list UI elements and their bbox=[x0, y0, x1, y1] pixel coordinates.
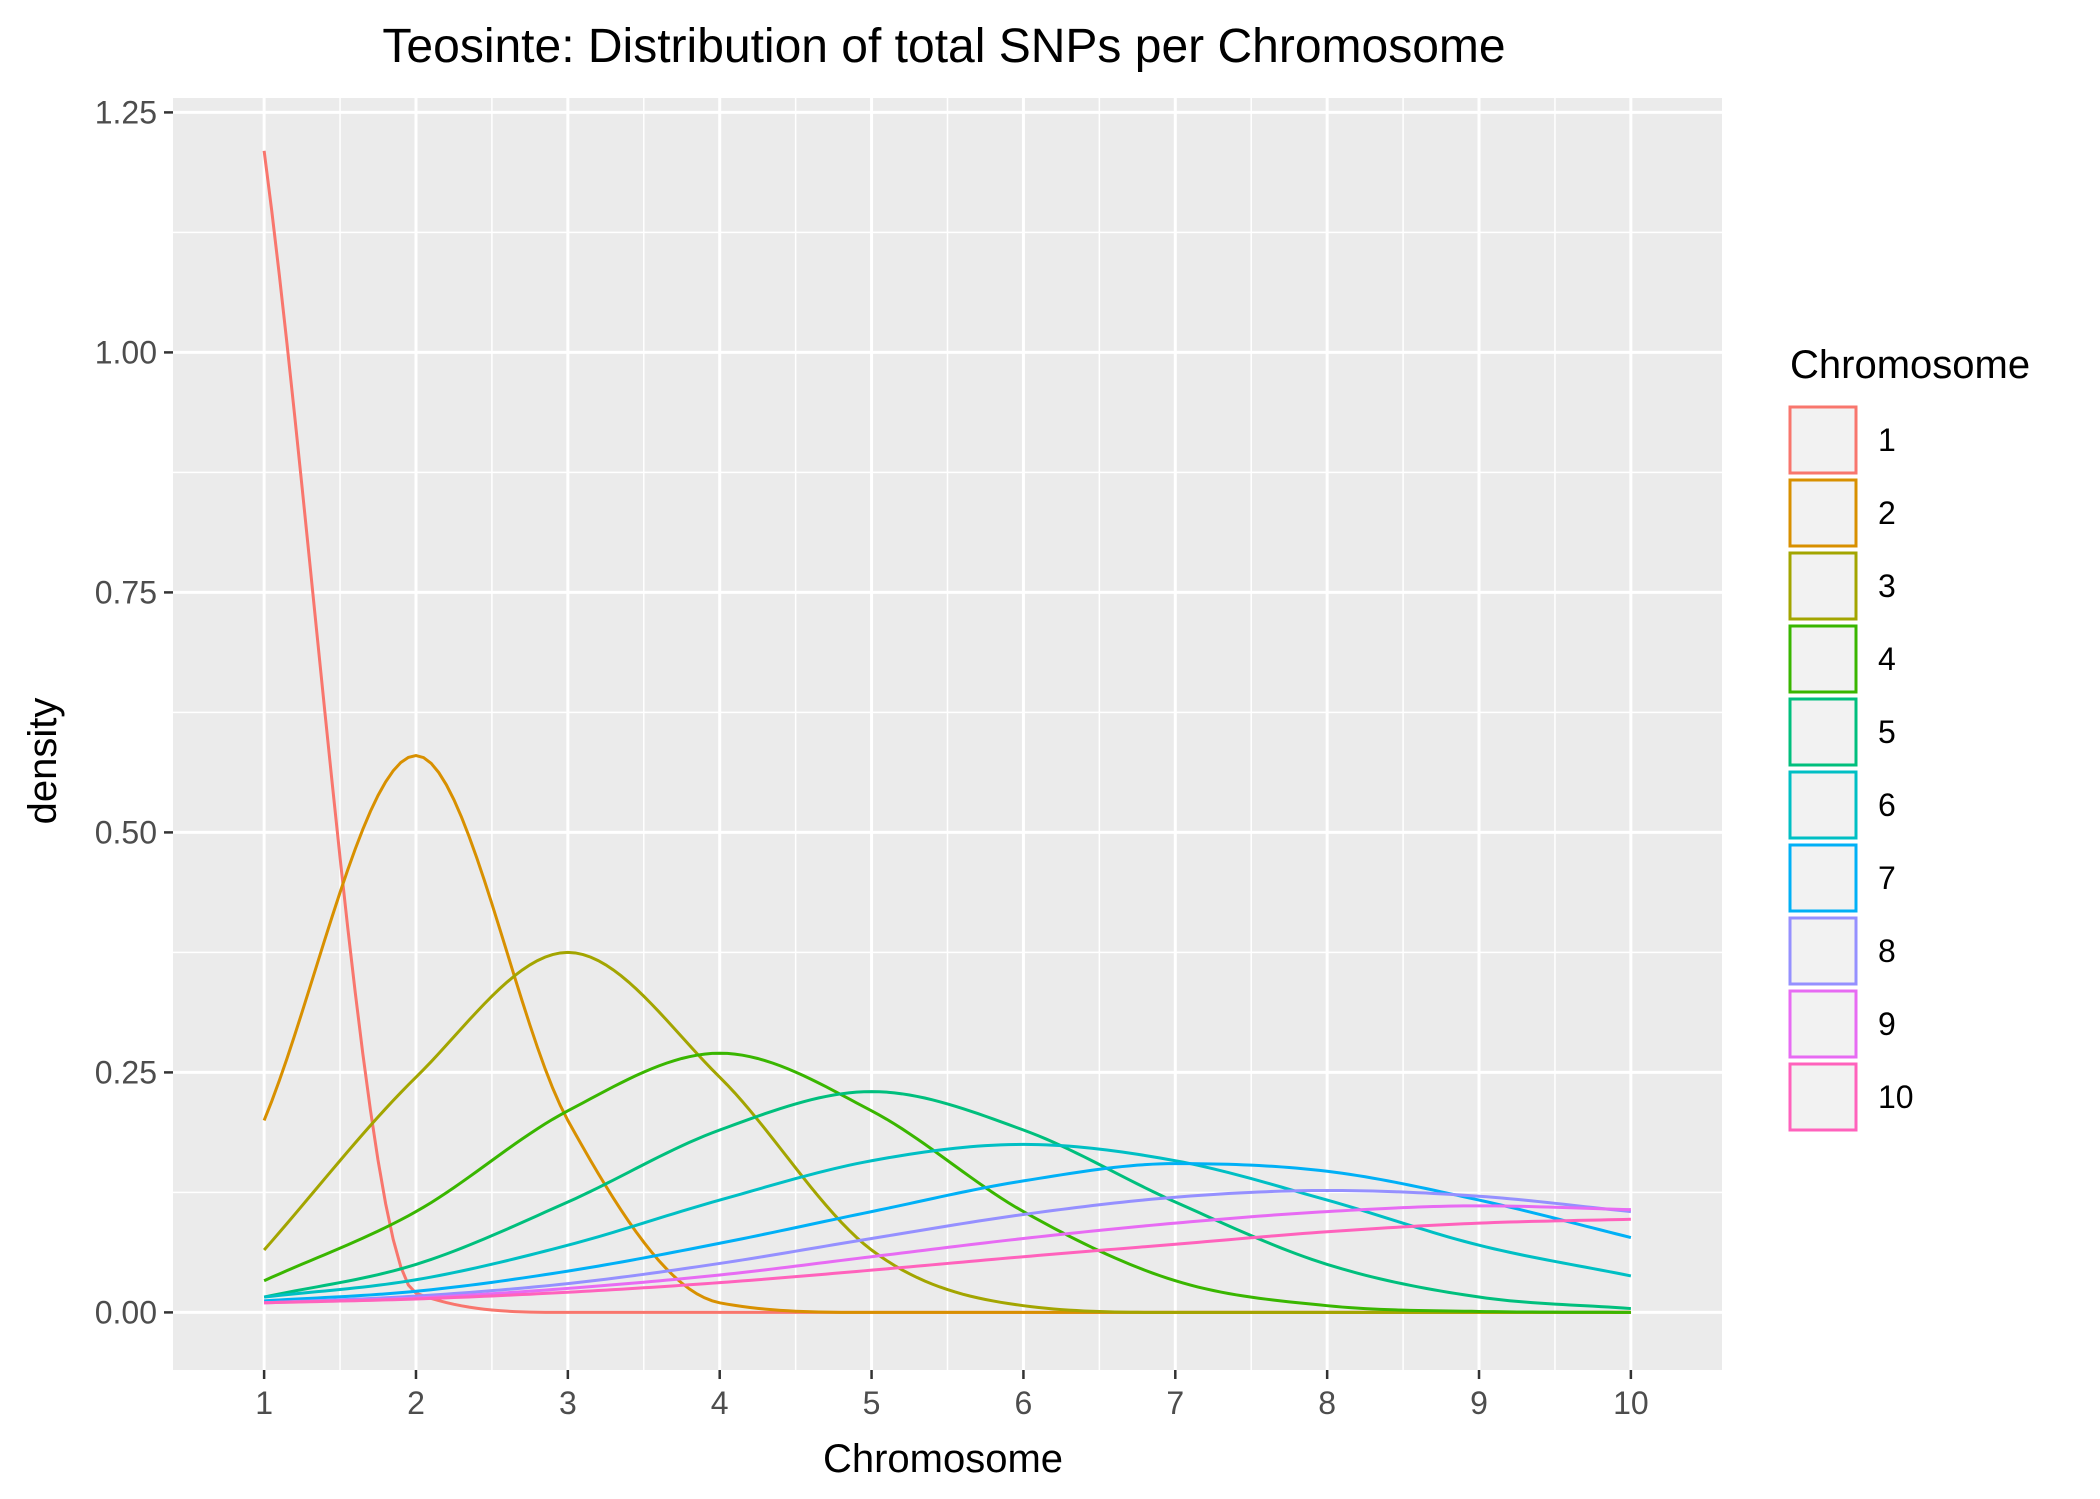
legend-key-7 bbox=[1788, 843, 1858, 913]
y-axis-title: density bbox=[21, 698, 65, 825]
legend-key-8 bbox=[1788, 916, 1858, 986]
y-axis: 0.00 0.25 0.50 0.75 1.00 1.25 bbox=[95, 94, 173, 1330]
series-line-5 bbox=[263, 1090, 1631, 1311]
legend-label-2: 2 bbox=[1878, 495, 1896, 531]
legend-key-6 bbox=[1788, 770, 1858, 840]
chart-title: Teosinte: Distribution of total SNPs per… bbox=[382, 20, 1505, 73]
y-tick-label: 1.00 bbox=[95, 334, 157, 370]
x-tick-label: 2 bbox=[407, 1385, 425, 1421]
series-line-8 bbox=[264, 1188, 1632, 1305]
legend-label-3: 3 bbox=[1878, 568, 1896, 604]
legend-key-5 bbox=[1788, 697, 1858, 767]
y-tick-label: 0.75 bbox=[95, 574, 157, 610]
series-line-3 bbox=[262, 950, 1631, 1314]
legend-label-6: 6 bbox=[1878, 787, 1896, 823]
x-tick-label: 7 bbox=[1166, 1385, 1184, 1421]
series-line-6 bbox=[263, 1142, 1632, 1299]
series-line-4 bbox=[263, 1051, 1631, 1314]
x-tick-label: 10 bbox=[1613, 1385, 1649, 1421]
legend-label-7: 7 bbox=[1878, 860, 1896, 896]
legend-label-9: 9 bbox=[1878, 1006, 1896, 1042]
x-tick-label: 3 bbox=[559, 1385, 577, 1421]
legend: 1 2 3 4 5 6 7 8 9 10 bbox=[1788, 405, 1914, 1132]
x-tick-label: 6 bbox=[1015, 1385, 1033, 1421]
x-axis-title: Chromosome bbox=[823, 1437, 1063, 1481]
legend-key-4 bbox=[1788, 624, 1858, 694]
series-lines bbox=[262, 150, 1632, 1314]
legend-label-10: 10 bbox=[1878, 1079, 1914, 1115]
x-tick-label: 8 bbox=[1318, 1385, 1336, 1421]
plot-panel bbox=[173, 98, 1722, 1370]
legend-key-3 bbox=[1788, 551, 1858, 621]
legend-label-5: 5 bbox=[1878, 714, 1896, 750]
series-line-10 bbox=[264, 1217, 1631, 1305]
legend-title: Chromosome bbox=[1790, 343, 2030, 387]
y-tick-label: 0.25 bbox=[95, 1054, 157, 1090]
legend-key-9 bbox=[1788, 989, 1858, 1059]
y-tick-label: 0.00 bbox=[95, 1294, 157, 1330]
y-tick-label: 1.25 bbox=[95, 94, 157, 130]
series-line-7 bbox=[264, 1162, 1632, 1303]
legend-label-1: 1 bbox=[1878, 422, 1896, 458]
legend-key-10 bbox=[1788, 1062, 1858, 1132]
legend-label-8: 8 bbox=[1878, 933, 1896, 969]
x-tick-label: 5 bbox=[863, 1385, 881, 1421]
legend-key-2 bbox=[1788, 478, 1858, 548]
x-tick-label: 4 bbox=[711, 1385, 729, 1421]
x-axis: 1 2 3 4 5 6 7 8 9 10 bbox=[255, 1370, 1649, 1421]
legend-key-1 bbox=[1788, 405, 1858, 475]
y-tick-label: 0.50 bbox=[95, 814, 157, 850]
legend-label-4: 4 bbox=[1878, 641, 1896, 677]
x-tick-label: 1 bbox=[255, 1385, 273, 1421]
series-line-9 bbox=[264, 1204, 1631, 1305]
x-tick-label: 9 bbox=[1470, 1385, 1488, 1421]
